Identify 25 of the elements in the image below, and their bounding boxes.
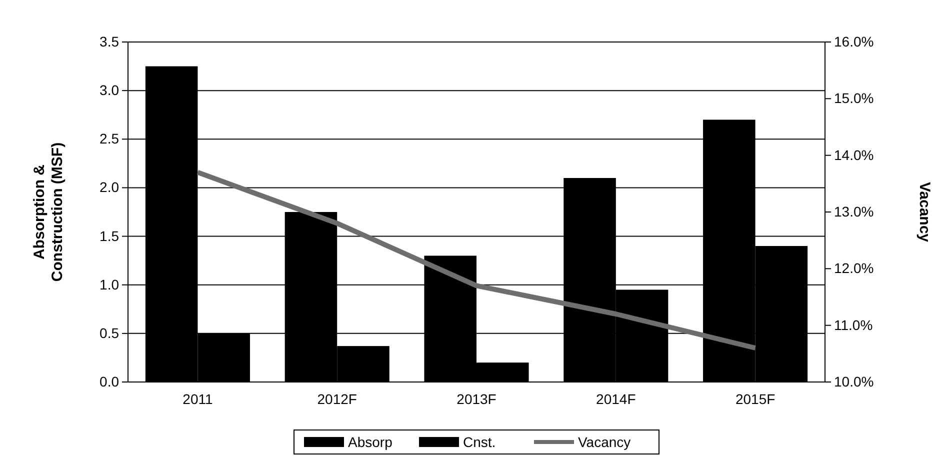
x-tick-label: 2014F xyxy=(596,390,636,407)
y2-tick-label: 15.0% xyxy=(834,90,874,106)
y-tick-label: 3.0 xyxy=(100,82,120,98)
y-tick-label: 0.0 xyxy=(100,373,120,390)
y-axis-title: Absorption & Construction (MSF) xyxy=(31,142,66,282)
y-tick-label: 1.0 xyxy=(100,276,120,292)
y-tick-label: 3.5 xyxy=(100,33,120,50)
legend-label: Absorp xyxy=(348,434,393,450)
y2-tick-label: 12.0% xyxy=(834,260,874,276)
y2-axis-title: Vacancy xyxy=(916,182,933,243)
y-tick-label: 2.5 xyxy=(100,130,120,147)
y-tick-label: 1.5 xyxy=(100,228,120,244)
x-tick-label: 2011 xyxy=(182,390,213,407)
y2-tick-label: 14.0% xyxy=(834,146,874,163)
x-tick-label: 2015F xyxy=(735,390,776,407)
y2-tick-label: 13.0% xyxy=(834,203,874,220)
x-tick-label: 2012F xyxy=(317,390,357,407)
y2-tick-label: 11.0% xyxy=(834,316,873,333)
y-tick-label: 0.5 xyxy=(100,324,120,341)
y2-tick-label: 10.0% xyxy=(834,373,874,390)
y-tick-label: 2.0 xyxy=(100,179,120,196)
x-tick-label: 2013F xyxy=(456,390,496,407)
legend-label: Cnst. xyxy=(463,434,496,450)
y2-tick-label: 16.0% xyxy=(834,33,874,50)
legend-label: Vacancy xyxy=(578,434,631,450)
